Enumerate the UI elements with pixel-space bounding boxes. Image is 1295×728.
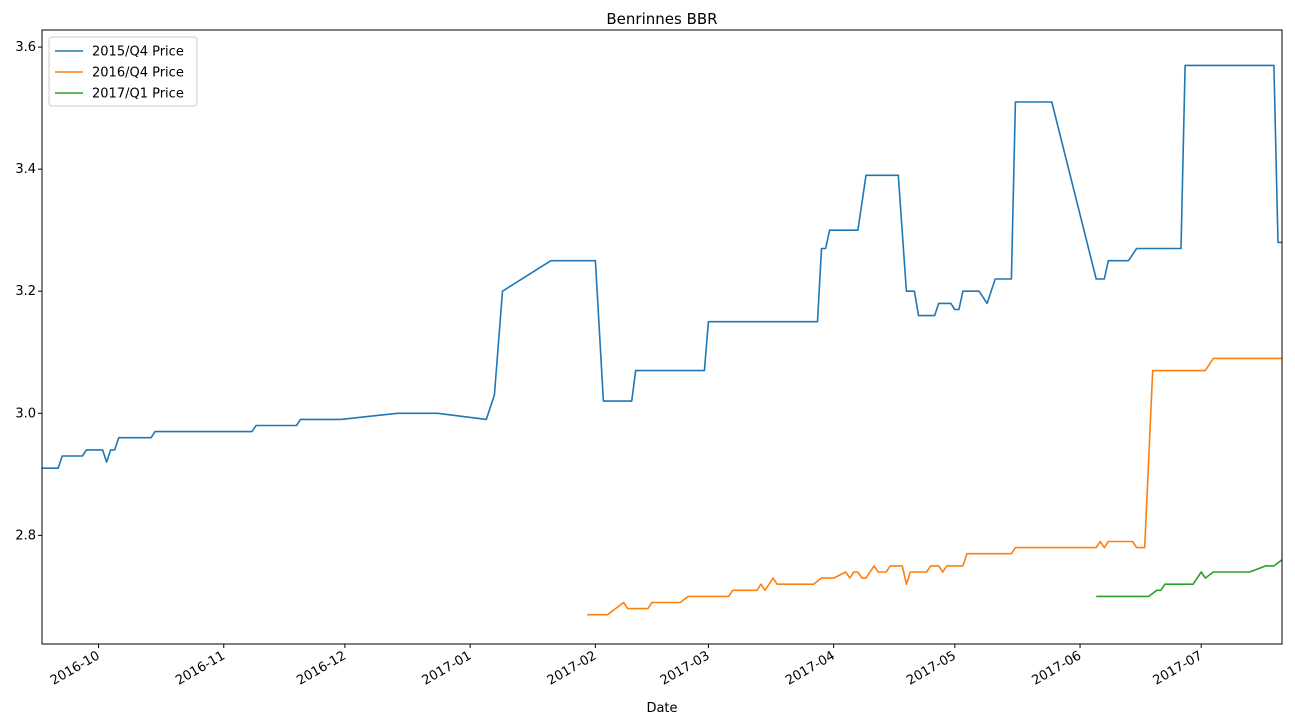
x-tick-label: 2016-12 [294,648,349,688]
series-line-1 [42,64,1282,470]
series-layer [42,64,1283,616]
series-line-2 [587,357,1282,616]
x-axis: 2016-10 2016-11 2016-12 2017-01 2017-02 2017-… [48,644,1205,689]
x-tick-label: 2016-10 [48,648,103,688]
y-tick-label: 2.8 [15,528,36,543]
x-tick-label: 2017-07 [1151,648,1206,688]
x-tick-label: 2017-03 [658,648,713,688]
x-tick-label: 2016-11 [173,648,228,688]
legend: 2015/Q4 Price 2016/Q4 Price 2017/Q1 Price [48,36,198,107]
y-tick-label: 3.6 [15,40,36,55]
x-tick-label: 2017-04 [783,648,838,688]
y-tick-label: 3.2 [15,284,36,299]
legend-label-3: 2017/Q1 Price [92,87,184,102]
legend-label-2: 2016/Q4 Price [92,66,184,81]
x-tick-label: 2017-02 [545,648,600,688]
plot-frame [41,29,1283,645]
x-tick-label: 2017-01 [420,648,475,688]
y-tick-label: 3.0 [15,406,36,421]
legend-box [48,36,198,107]
chart-title: Benrinnes BBR [606,10,717,28]
legend-label-1: 2015/Q4 Price [92,45,184,60]
y-axis: 2.8 3.0 3.2 3.4 3.6 [15,40,42,543]
x-tick-label: 2017-05 [904,648,959,688]
x-tick-label: 2017-06 [1029,648,1084,688]
y-tick-label: 3.4 [15,162,36,177]
series-line-3 [1096,559,1283,598]
x-axis-label: Date [646,701,677,716]
